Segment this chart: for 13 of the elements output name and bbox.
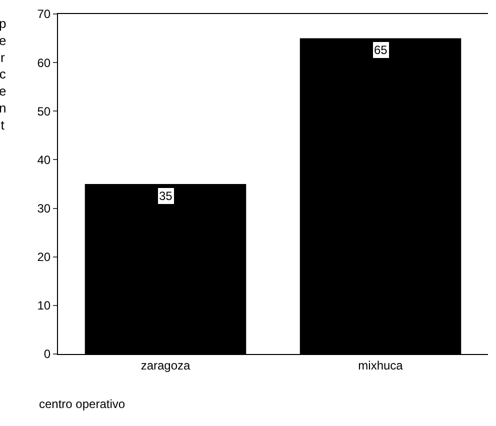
x-tick-label: zaragoza <box>140 358 191 372</box>
y-tick-label: 30 <box>37 201 51 216</box>
y-tick-label: 60 <box>37 56 51 70</box>
y-tick-label: 10 <box>37 298 51 313</box>
data-label: 65 <box>374 43 388 57</box>
y-tick-label: 20 <box>37 250 51 264</box>
y-tick-label: 0 <box>44 347 51 362</box>
x-axis-title: centro operativo <box>39 397 126 411</box>
x-tick-label: mixhuca <box>358 358 404 372</box>
y-tick-label: 70 <box>37 7 51 22</box>
y-tick-label: 50 <box>37 104 51 118</box>
data-label: 35 <box>159 189 173 203</box>
y-tick-label: 40 <box>37 152 51 167</box>
